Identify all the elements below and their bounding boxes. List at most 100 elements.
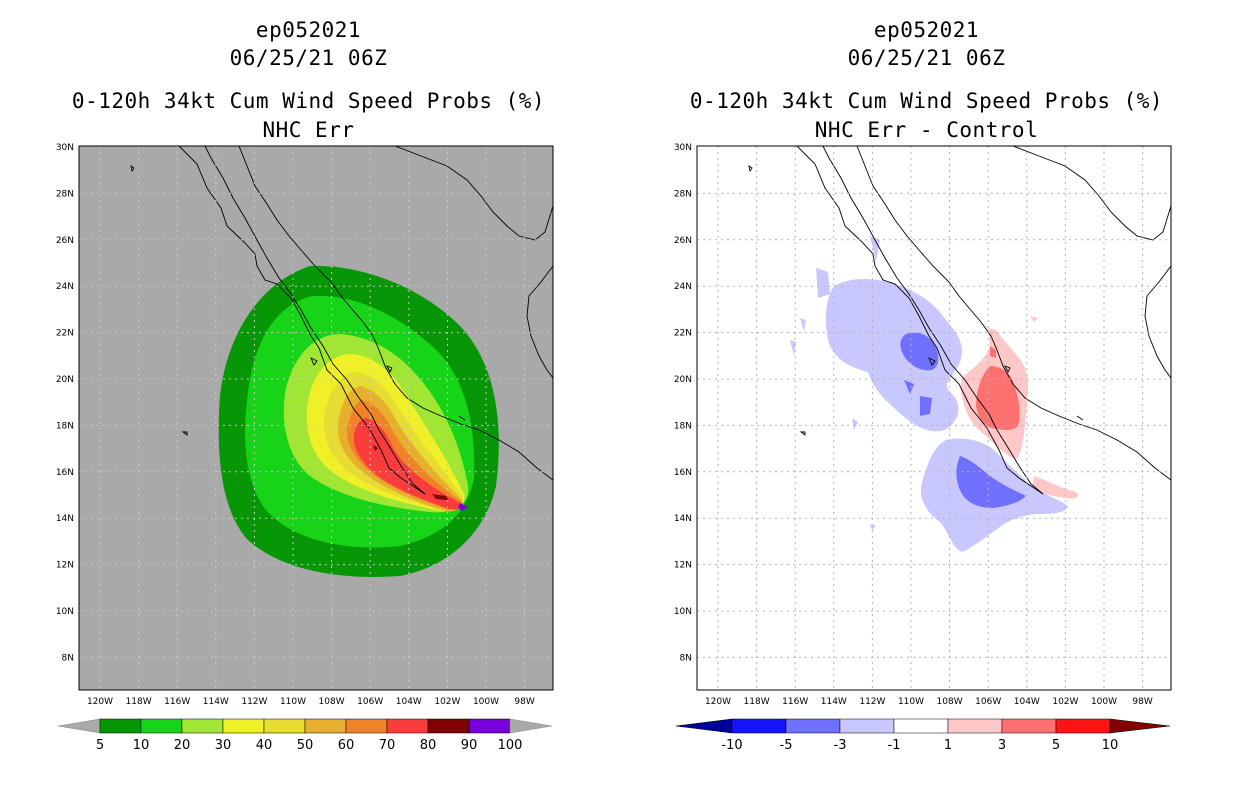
lon-label: 106W <box>975 697 1001 707</box>
colorbar-low-arrow <box>675 718 733 734</box>
lon-label: 120W <box>705 697 731 707</box>
left-lat-labels: 30N 28N 26N 24N 22N 20N 18N 16N 14N 12N 10N 8N <box>56 143 74 663</box>
lon-label: 116W <box>164 697 190 707</box>
lat-label: 10N <box>56 607 74 617</box>
right-product-title: 0-120h 34kt Cum Wind Speed Probs (%) <box>689 89 1164 113</box>
lon-label: 112W <box>859 697 885 707</box>
colorbar-swatch <box>99 718 142 734</box>
colorbar-label: 1 <box>944 738 952 753</box>
right-lon-labels: 120W 118W 116W 114W 112W 110W 108W 106W 104W 102W… <box>705 697 1153 707</box>
lat-label: 20N <box>56 375 74 385</box>
colorbar-label: 80 <box>420 738 437 753</box>
colorbar-label: -10 <box>721 738 742 753</box>
lat-label: 30N <box>56 143 74 153</box>
lat-label: 16N <box>674 468 692 478</box>
left-gridlines <box>79 146 553 690</box>
left-colorbar-swatches <box>99 718 511 734</box>
lon-label: 108W <box>937 697 963 707</box>
left-map-panel: 30N 28N 26N 24N 22N 20N 18N 16N 14N 12N 10N 8N 120W… <box>56 143 554 707</box>
lon-label: 114W <box>203 697 229 707</box>
lat-label: 28N <box>56 189 74 199</box>
right-difference-contours <box>748 146 1171 552</box>
lat-label: 14N <box>674 514 692 524</box>
lat-label: 10N <box>674 607 692 617</box>
left-colorbar-high-arrow <box>509 718 553 734</box>
lon-label: 108W <box>319 697 345 707</box>
lat-label: 22N <box>674 329 692 339</box>
left-probability-contours <box>130 146 553 577</box>
colorbar-swatch <box>468 718 511 734</box>
lon-label: 110W <box>898 697 924 707</box>
lon-label: 104W <box>396 697 422 707</box>
lon-label: 100W <box>473 697 499 707</box>
colorbar-label: 50 <box>297 738 314 753</box>
lat-label: 28N <box>674 189 692 199</box>
lat-label: 24N <box>674 282 692 292</box>
lon-label: 98W <box>514 697 534 707</box>
lon-label: 106W <box>357 697 383 707</box>
colorbar-label: 10 <box>133 738 150 753</box>
lon-label: 102W <box>434 697 460 707</box>
colorbar-label: -1 <box>888 738 901 753</box>
lon-label: 116W <box>782 697 808 707</box>
colorbar-label: 20 <box>174 738 191 753</box>
lon-label: 112W <box>241 697 267 707</box>
colorbar-swatch <box>304 718 347 734</box>
lon-label: 110W <box>280 697 306 707</box>
lat-label: 20N <box>674 375 692 385</box>
colorbar-label: 5 <box>1052 738 1060 753</box>
right-datetime: 06/25/21 06Z <box>847 46 1006 70</box>
lat-label: 12N <box>674 561 692 571</box>
lat-label: 8N <box>62 653 74 663</box>
colorbar-swatch <box>1055 718 1111 734</box>
lat-label: 26N <box>56 236 74 246</box>
colorbar-swatch <box>345 718 388 734</box>
colorbar-swatch <box>222 718 265 734</box>
colorbar-swatch <box>785 718 841 734</box>
colorbar-label: 5 <box>96 738 104 753</box>
colorbar-label: -5 <box>780 738 793 753</box>
lon-label: 114W <box>821 697 847 707</box>
colorbar-label: 90 <box>461 738 478 753</box>
lon-label: 100W <box>1091 697 1117 707</box>
colorbar-label: -3 <box>834 738 847 753</box>
colorbar-label: 60 <box>338 738 355 753</box>
right-gridlines <box>697 146 1171 690</box>
lon-label: 120W <box>87 697 113 707</box>
left-storm-id: ep052021 <box>255 18 362 42</box>
colorbar-swatch <box>1001 718 1057 734</box>
lat-label: 22N <box>56 329 74 339</box>
colorbar-swatch <box>140 718 183 734</box>
left-colorbar-labels: 5 10 20 30 40 50 60 70 80 90 100 <box>96 738 523 753</box>
colorbar-high-arrow <box>1109 718 1171 734</box>
left-datetime: 06/25/21 06Z <box>229 46 388 70</box>
colorbar-swatch <box>386 718 429 734</box>
lat-label: 18N <box>674 421 692 431</box>
colorbar-label: 70 <box>379 738 396 753</box>
colorbar-swatch <box>427 718 470 734</box>
right-map-panel: 30N 28N 26N 24N 22N 20N 18N 16N 14N 12N 10N 8N 120W… <box>674 143 1172 707</box>
lat-label: 12N <box>56 561 74 571</box>
right-storm-id: ep052021 <box>873 18 980 42</box>
lon-label: 104W <box>1014 697 1040 707</box>
left-frame <box>78 145 554 691</box>
colorbar-swatch <box>893 718 949 734</box>
left-product-title: 0-120h 34kt Cum Wind Speed Probs (%) <box>71 89 546 113</box>
colorbar-label: 10 <box>1102 738 1119 753</box>
left-colorbar: 5 10 20 30 40 50 60 70 80 90 100 <box>57 718 553 753</box>
colorbar-swatch <box>731 718 787 734</box>
right-lat-labels: 30N 28N 26N 24N 22N 20N 18N 16N 14N 12N 10N 8N <box>674 143 692 663</box>
colorbar-swatch <box>263 718 306 734</box>
left-lon-labels: 120W 118W 116W 114W 112W 110W 108W 106W 104W 102W… <box>87 697 535 707</box>
right-frame <box>696 145 1172 691</box>
left-subtitle: NHC Err <box>262 118 355 142</box>
lat-label: 14N <box>56 514 74 524</box>
lon-label: 98W <box>1132 697 1152 707</box>
colorbar-swatch <box>839 718 895 734</box>
colorbar-label: 30 <box>215 738 232 753</box>
left-colorbar-low-arrow <box>57 718 101 734</box>
colorbar-label: 40 <box>256 738 273 753</box>
right-subtitle: NHC Err - Control <box>814 118 1039 142</box>
colorbar-swatch <box>181 718 224 734</box>
